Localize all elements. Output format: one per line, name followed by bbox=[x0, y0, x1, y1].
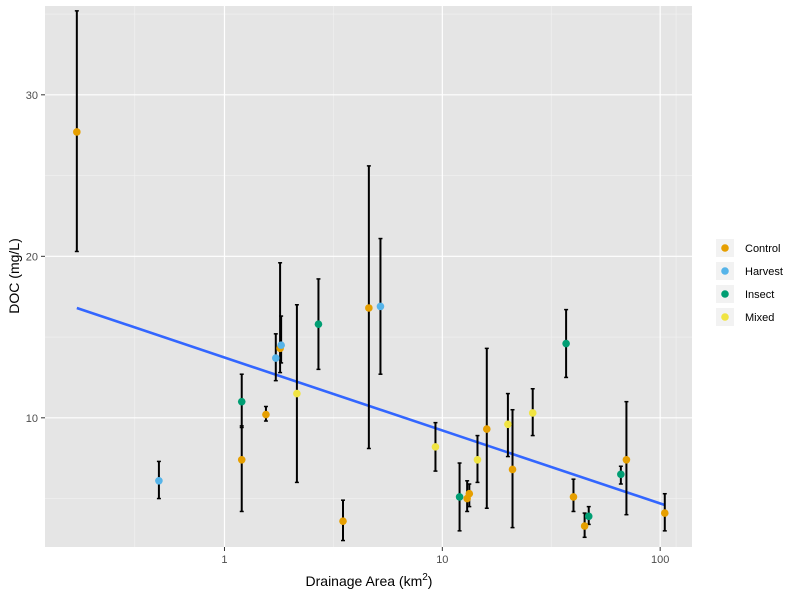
data-point-control bbox=[622, 455, 631, 464]
legend-marker bbox=[721, 313, 729, 321]
data-point-insect bbox=[455, 493, 464, 501]
data-point-control bbox=[580, 522, 589, 530]
legend-marker bbox=[721, 267, 729, 275]
x-tick-label: 1 bbox=[221, 554, 227, 566]
major-gridlines bbox=[45, 6, 692, 547]
data-point-control bbox=[660, 509, 669, 517]
y-axis-title: DOC (mg/L) bbox=[6, 238, 22, 313]
trend-line bbox=[76, 306, 666, 507]
y-tick-label: 30 bbox=[26, 90, 38, 102]
error-bar bbox=[279, 315, 284, 364]
legend-label: Control bbox=[745, 243, 780, 255]
data-point-mixed bbox=[431, 443, 440, 451]
y-axis-ticks: 10 20 30 bbox=[26, 90, 45, 425]
data-point-control bbox=[237, 455, 246, 464]
data-point-control bbox=[508, 465, 517, 474]
data-point-insect bbox=[584, 512, 593, 521]
legend: Control Harvest Insect Mixed bbox=[713, 236, 793, 330]
legend-item-insect: Insect bbox=[716, 285, 774, 303]
x-tick-label: 10 bbox=[436, 554, 448, 566]
legend-marker bbox=[721, 244, 729, 252]
data-point-insect bbox=[314, 320, 323, 328]
data-point-mixed bbox=[528, 409, 537, 417]
data-point-control bbox=[365, 304, 373, 312]
data-point-mixed bbox=[473, 455, 482, 464]
data-point-mixed bbox=[504, 420, 512, 429]
data-point-insect bbox=[237, 397, 246, 406]
legend-label: Mixed bbox=[745, 312, 774, 324]
y-tick-label: 20 bbox=[26, 251, 38, 263]
data-point-control bbox=[482, 425, 491, 433]
error-bar bbox=[278, 262, 283, 374]
data-point-insect bbox=[562, 339, 570, 348]
data-point-control bbox=[465, 489, 474, 498]
data-point-control bbox=[73, 128, 81, 136]
legend-item-control: Control bbox=[716, 239, 780, 257]
data-point-insect bbox=[617, 470, 625, 479]
data-point-harvest bbox=[376, 302, 385, 311]
data-point-control bbox=[339, 517, 347, 525]
x-axis-title: Drainage Area (km2) bbox=[306, 572, 433, 589]
trend-line-layer bbox=[76, 306, 666, 507]
legend-item-mixed: Mixed bbox=[716, 308, 774, 326]
legend-item-harvest: Harvest bbox=[716, 262, 783, 280]
legend-marker bbox=[721, 290, 729, 298]
data-point-control bbox=[569, 493, 578, 501]
data-point-mixed bbox=[293, 389, 301, 398]
x-tick-label: 100 bbox=[651, 554, 669, 566]
y-tick-label: 10 bbox=[26, 413, 38, 425]
data-point-control bbox=[262, 410, 270, 419]
points-layer bbox=[73, 128, 669, 530]
data-point-harvest bbox=[277, 341, 285, 349]
data-point-harvest bbox=[271, 354, 280, 362]
data-point-harvest bbox=[155, 476, 163, 485]
x-axis-ticks: 1 10 100 bbox=[221, 547, 669, 566]
legend-label: Harvest bbox=[745, 266, 783, 278]
legend-label: Insect bbox=[745, 289, 774, 301]
